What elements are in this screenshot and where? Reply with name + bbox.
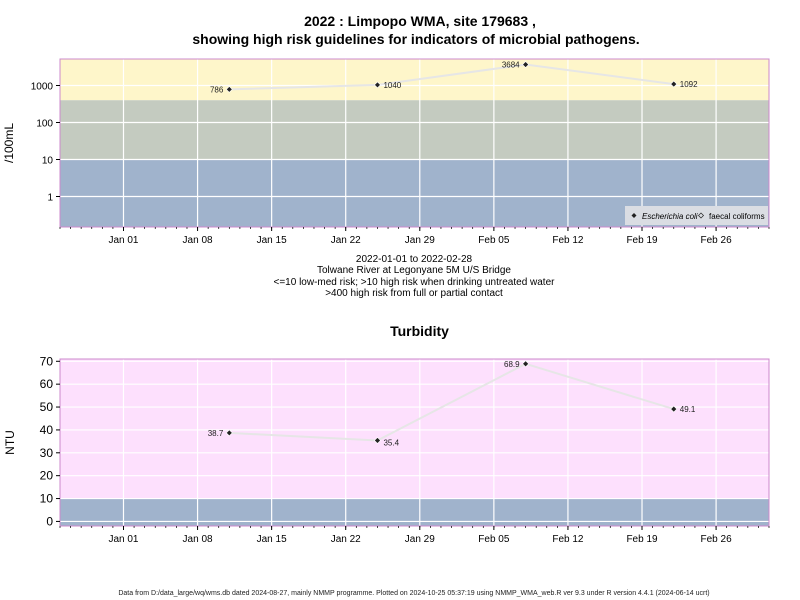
series-line: [229, 362, 675, 442]
data-point-label: 68.9: [504, 360, 520, 369]
x-tick-label: Jan 22: [331, 235, 361, 246]
risk-band-2: [60, 100, 769, 160]
y-tick-label: 100: [36, 119, 53, 130]
plot-frame: [59, 358, 770, 527]
y-tick-label: 10: [42, 156, 54, 167]
data-point-marker: [670, 405, 678, 413]
data-point-marker: [374, 437, 381, 444]
x-tick-label: Feb 26: [701, 534, 733, 545]
y-tick-label: 1000: [31, 81, 54, 92]
chart-legend: Escherichia coli faecal coliforms: [625, 206, 768, 225]
x-tick-label: Feb 19: [626, 235, 658, 246]
risk-band-1: [60, 359, 769, 499]
y-tick-label: 0: [46, 514, 53, 528]
data-point-marker: [225, 85, 233, 93]
panel-title: Turbidity: [390, 323, 449, 339]
x-tick-label: Feb 12: [552, 534, 584, 545]
legend-marker-ecoli: [631, 213, 637, 218]
plot-frame: [59, 58, 770, 228]
y-tick-label: 20: [40, 469, 54, 483]
x-tick-label: Jan 01: [108, 235, 138, 246]
data-point-label: 38.7: [208, 429, 224, 438]
x-tick-label: Jan 22: [331, 534, 361, 545]
y-tick-label: 1: [47, 193, 53, 204]
chart-title-line2: showing high risk guidelines for indicat…: [192, 31, 639, 47]
x-tick-label: Jan 15: [257, 534, 287, 545]
x-tick-label: Jan 15: [257, 235, 287, 246]
legend-label-ecoli: Escherichia coli: [642, 212, 698, 221]
data-point-marker: [225, 429, 233, 437]
y-tick-label: 30: [40, 446, 54, 460]
legend-box: [625, 206, 768, 225]
turbidity-panel: 0 10 20 30 40 50 60 70 NTU Jan 01 Jan 08 Jan 15 Jan …: [3, 323, 770, 545]
x-tick-label: Jan 29: [405, 534, 435, 545]
data-point-label: 49.1: [680, 405, 696, 414]
data-point-marker: [374, 81, 381, 89]
data-point-label: 1040: [383, 81, 401, 90]
legend-marker-faecal-coliforms: [698, 212, 704, 219]
data-point-marker: [670, 80, 678, 88]
y-tick-label: 60: [40, 377, 54, 391]
x-tick-label: Jan 08: [183, 534, 213, 545]
subtitle-guideline-contact: >400 high risk from full or partial cont…: [325, 288, 503, 299]
y-tick-label: 40: [40, 423, 54, 437]
x-tick-label: Feb 05: [478, 534, 510, 545]
x-tick-label: Feb 12: [552, 235, 584, 246]
y-axis-title: NTU: [3, 430, 17, 455]
data-point-label: 35.4: [383, 438, 399, 447]
y-tick-label: 50: [40, 400, 54, 414]
subtitle-date-range: 2022-01-01 to 2022-02-28: [356, 254, 473, 265]
data-point-label: 786: [210, 85, 224, 94]
data-point-marker: [522, 360, 530, 368]
data-point-marker: [522, 61, 530, 68]
ecoli-panel: 1 10 100 1000/100mL Jan 01 Jan 08 Jan 15 Jan 22…: [2, 58, 770, 246]
x-tick-label: Feb 19: [626, 534, 658, 545]
x-tick-label: Jan 29: [405, 235, 435, 246]
y-axis-title: /100mL: [2, 123, 16, 163]
x-tick-label: Feb 05: [478, 235, 510, 246]
x-tick-label: Jan 01: [108, 534, 138, 545]
legend-label-faecal-coliforms: faecal coliforms: [709, 212, 765, 221]
y-tick-label: 10: [40, 492, 54, 506]
data-point-label: 3684: [502, 61, 520, 70]
y-tick-label: 70: [40, 354, 54, 368]
chart-title-line1: 2022 : Limpopo WMA, site 179683 ,: [304, 13, 536, 29]
subtitle-site: Tolwane River at Legonyane 5M U/S Bridge: [317, 265, 511, 276]
subtitle-guideline-drinking: <=10 low-med risk; >10 high risk when dr…: [274, 277, 556, 288]
series-line: [229, 63, 674, 91]
footer-note: Data from D:/data_large/wq/wms.db dated …: [118, 590, 709, 597]
data-point-label: 1092: [680, 80, 698, 89]
x-tick-label: Jan 08: [183, 235, 213, 246]
x-tick-label: Feb 26: [701, 235, 733, 246]
